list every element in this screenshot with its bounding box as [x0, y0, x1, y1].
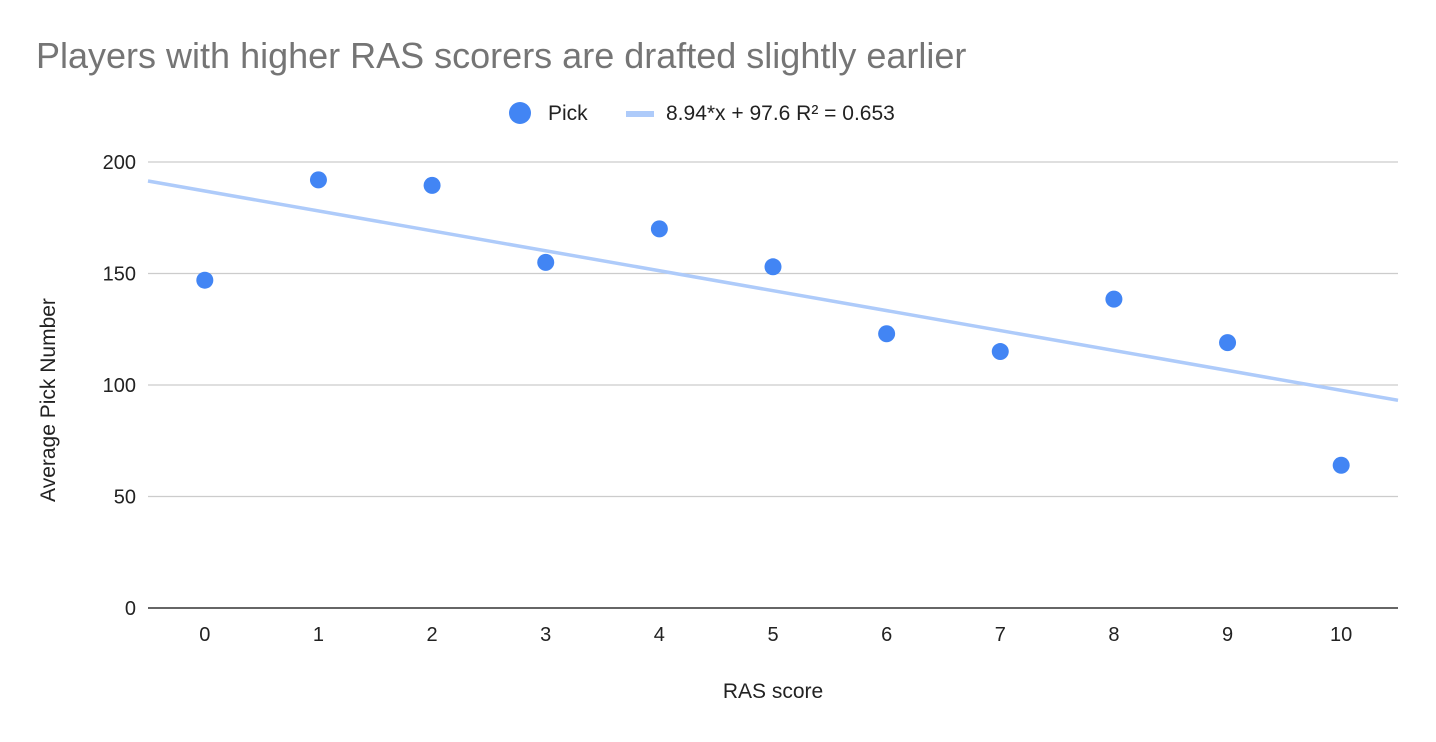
x-axis-label: RAS score: [723, 680, 823, 703]
x-tick-label: 2: [427, 624, 438, 646]
gridlines: [148, 161, 1398, 609]
legend: Pick 8.94*x + 97.6 R² = 0.653: [509, 102, 895, 125]
x-tick-label: 4: [654, 624, 665, 646]
y-tick-label: 150: [103, 264, 136, 286]
trendline-path: [147, 179, 1399, 403]
x-tick-label: 0: [199, 624, 210, 646]
data-point: [1219, 334, 1237, 352]
x-tick-label: 9: [1222, 624, 1233, 646]
x-tick-label: 10: [1330, 624, 1352, 646]
x-tick-label: 1: [313, 624, 324, 646]
y-tick-label: 200: [103, 152, 136, 174]
x-tick-label: 5: [767, 624, 778, 646]
data-point: [1105, 290, 1123, 308]
x-axis-ticks: 0 1 2 3 4 5 6 7 8 9 10: [199, 624, 1352, 646]
y-axis-label: Average Pick Number: [37, 298, 60, 502]
data-point: [196, 271, 214, 289]
data-point: [1332, 456, 1350, 474]
data-points: [196, 171, 1350, 474]
legend-label-pick: Pick: [548, 102, 588, 125]
y-tick-label: 100: [103, 375, 136, 397]
x-tick-label: 3: [540, 624, 551, 646]
data-point: [423, 176, 441, 194]
data-point: [650, 220, 668, 238]
x-tick-label: 7: [995, 624, 1006, 646]
data-point: [309, 171, 327, 189]
data-point: [537, 253, 555, 271]
data-point: [991, 343, 1009, 361]
x-tick-label: 6: [881, 624, 892, 646]
chart-title: Players with higher RAS scorers are draf…: [36, 35, 966, 76]
y-tick-label: 50: [114, 487, 136, 509]
trendline: [147, 179, 1399, 403]
legend-marker-pick: [509, 102, 531, 124]
data-point: [764, 258, 782, 276]
y-tick-label: 0: [125, 598, 136, 620]
legend-label-trendline: 8.94*x + 97.6 R² = 0.653: [666, 102, 895, 125]
data-point: [878, 325, 896, 343]
y-axis-ticks: 0 50 100 150 200: [103, 152, 136, 620]
x-tick-label: 8: [1108, 624, 1119, 646]
